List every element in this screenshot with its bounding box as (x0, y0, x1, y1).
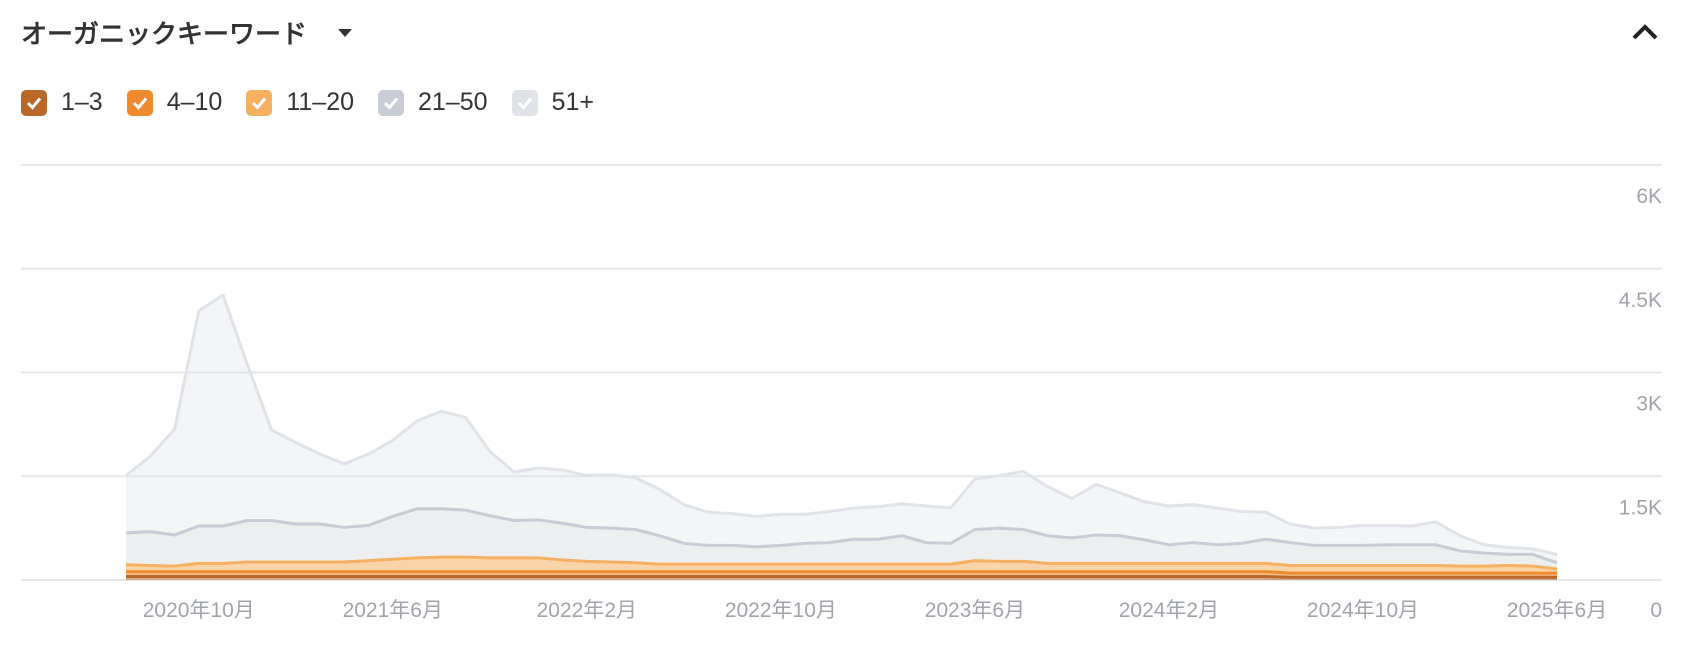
legend-label: 4–10 (166, 88, 223, 116)
legend-checkbox[interactable] (246, 89, 273, 116)
area (126, 557, 1557, 574)
legend: 1–3 4–10 11–20 21–50 51+ (21, 88, 594, 117)
collapse-button[interactable] (1630, 20, 1660, 44)
area-line (126, 575, 1557, 579)
legend-label: 11–20 (286, 88, 355, 116)
legend-label: 51+ (551, 88, 594, 116)
area (126, 508, 1557, 569)
legend-item[interactable]: 1–3 (21, 88, 103, 117)
y-tick-label: 4.5K (1619, 289, 1662, 312)
area-line (126, 570, 1557, 575)
legend-item[interactable]: 11–20 (246, 88, 354, 117)
check-icon (517, 97, 532, 110)
x-tick-label: 2025年6月 (1507, 599, 1607, 622)
panel-title[interactable]: オーガニックキーワード (21, 19, 308, 49)
area-line (125, 507, 1558, 565)
check-icon (132, 97, 147, 110)
y-tick-label: 3K (1636, 393, 1662, 416)
x-tick-label: 2020年10月 (143, 599, 255, 622)
legend-checkbox[interactable] (126, 89, 153, 116)
check-icon (383, 97, 399, 110)
x-tick-label: 2022年10月 (725, 599, 837, 622)
legend-label: 1–3 (61, 88, 103, 116)
area (126, 576, 1557, 580)
legend-item[interactable]: 21–50 (378, 88, 488, 117)
legend-label: 21–50 (418, 88, 488, 116)
legend-item[interactable]: 4–10 (126, 88, 223, 117)
y-tick-label: 1.5K (1619, 496, 1662, 519)
x-tick-label: 2024年10月 (1307, 599, 1419, 622)
dropdown-caret[interactable] (337, 27, 353, 39)
y-tick-label: 6K (1636, 185, 1662, 208)
x-tick-label: 2022年2月 (537, 599, 637, 622)
x-tick-label: 2024年2月 (1119, 599, 1219, 622)
x-tick-label: 2021年6月 (343, 599, 443, 622)
legend-item[interactable]: 51+ (511, 88, 594, 117)
y-tick-label: 0 (1650, 599, 1662, 622)
check-icon (252, 97, 267, 110)
area-line (125, 293, 1558, 556)
check-icon (26, 97, 42, 110)
legend-checkbox[interactable] (21, 89, 47, 116)
area-line (125, 555, 1558, 571)
area (126, 295, 1557, 563)
area (126, 571, 1557, 578)
legend-checkbox[interactable] (511, 89, 538, 116)
x-tick-label: 2023年6月 (925, 599, 1025, 622)
legend-checkbox[interactable] (378, 89, 405, 116)
